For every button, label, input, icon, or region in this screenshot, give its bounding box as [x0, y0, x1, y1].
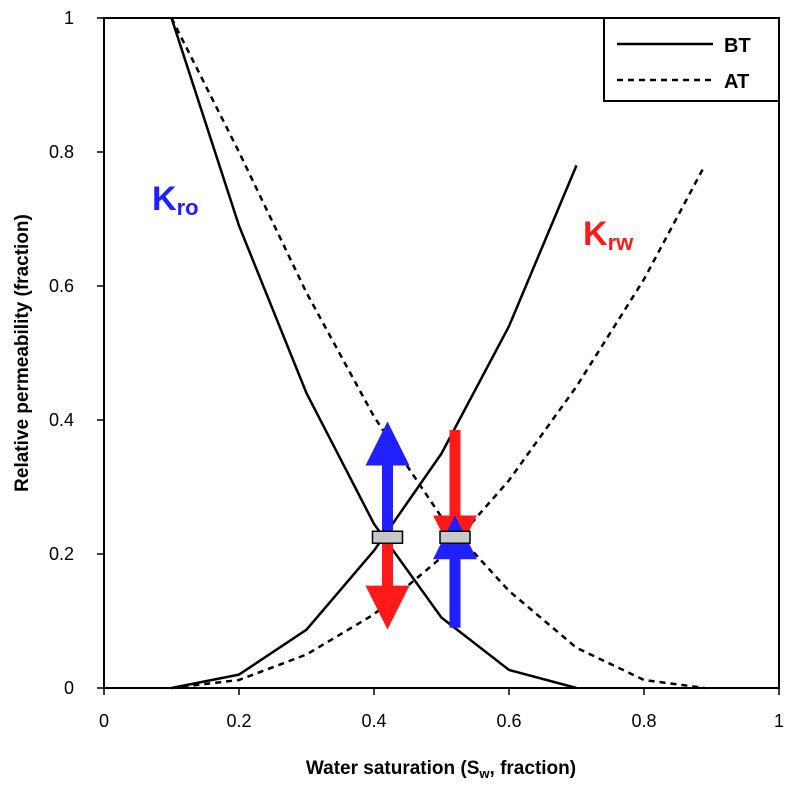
y-axis-ticks: 0 0.2 0.4 0.6 0.8 1 — [49, 8, 104, 698]
x-tick-label: 0 — [99, 711, 109, 731]
legend-box — [603, 17, 780, 102]
x-tick-label: 0.2 — [226, 711, 251, 731]
x-tick-label: 0.8 — [631, 711, 656, 731]
plot-frame — [103, 17, 780, 689]
crossover-marker-1 — [439, 530, 471, 544]
annotation-kro-label: Kro — [152, 180, 199, 220]
series-line-bt-kro — [170, 17, 577, 690]
annotation-krw-label: Krw — [583, 215, 634, 255]
series-line-at-krw — [171, 164, 706, 690]
x-tick-label: 1 — [774, 711, 784, 731]
annotation-krw-main: K — [583, 215, 608, 253]
y-tick-label: 0.8 — [49, 142, 74, 162]
annotation-kro-sub: ro — [177, 195, 199, 220]
markers-group — [371, 530, 471, 544]
x-axis-label-main: Water saturation (S — [306, 758, 480, 779]
annotation-krw: Krw — [583, 215, 634, 255]
annotation-krw-sub: rw — [608, 230, 635, 255]
y-tick-label: 0.6 — [49, 276, 74, 296]
series-line-at-kro — [170, 17, 705, 690]
annotation-kro: Kro — [152, 180, 199, 220]
x-axis-label-tail: , fraction) — [490, 758, 577, 779]
annotation-kro-main: K — [152, 180, 177, 218]
x-axis-label: Water saturation (Sw, fraction) — [306, 758, 576, 781]
crossover-marker-0 — [371, 530, 404, 544]
y-tick-label: 0.4 — [49, 410, 74, 430]
legend-label-bt: BT — [724, 35, 751, 57]
series-line-bt-krw — [171, 164, 578, 690]
legend: BT AT — [603, 17, 780, 102]
y-tick-label: 0 — [64, 678, 74, 698]
y-axis-label: Relative permeability (fraction) — [12, 214, 33, 492]
legend-label-at: AT — [724, 71, 749, 93]
y-tick-label: 0.2 — [49, 544, 74, 564]
x-tick-label: 0.6 — [496, 711, 521, 731]
x-axis-label-sub: w — [478, 766, 490, 781]
curves-group — [170, 17, 706, 690]
arrows-group — [365, 421, 477, 630]
x-axis-ticks: 0 0.2 0.4 0.6 0.8 1 — [99, 688, 784, 731]
x-tick-label: 0.4 — [361, 711, 386, 731]
y-tick-label: 1 — [64, 8, 74, 28]
